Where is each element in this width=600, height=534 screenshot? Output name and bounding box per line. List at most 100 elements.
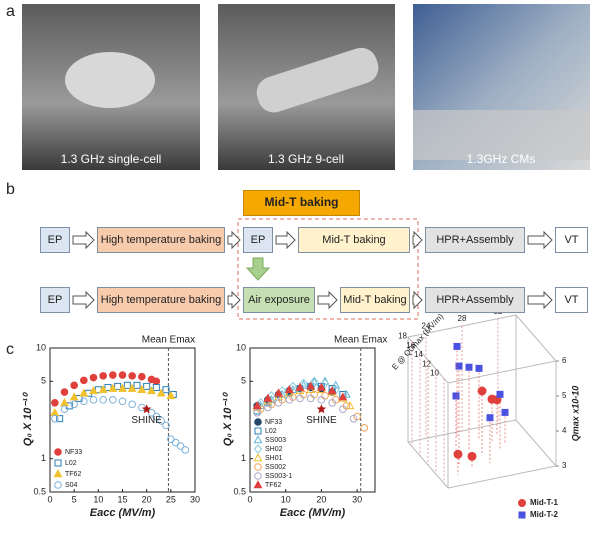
marker [181,446,190,454]
legend-marker [254,463,262,471]
marker [264,403,272,412]
marker [331,380,341,389]
marker [152,377,161,386]
box-edge [515,314,557,362]
legend-marker [54,481,62,489]
marker [99,372,107,380]
marker [285,396,294,404]
marker [156,388,166,397]
x-tick-label: 24 [422,321,431,330]
point [452,392,460,400]
marker [147,408,156,417]
marker [299,378,308,389]
z-tick-label: 3 [562,461,567,470]
flow-step: HPR+Assembly [425,227,525,253]
marker [267,391,276,401]
marker [143,382,151,390]
marker [316,382,326,391]
x-tick-label: 0 [47,494,52,504]
marker [274,388,284,397]
point [486,414,494,422]
flow-step: High temperature baking [97,287,225,313]
point [453,449,463,459]
legend-label: NF33 [65,449,82,456]
marker [328,398,336,407]
flow-arrow [527,290,553,310]
cavity [65,52,155,108]
marker [295,382,305,391]
legend-label: SH01 [265,455,283,462]
legend-label: SS002 [265,464,286,471]
marker [176,442,185,450]
y-axis-label: Q₀ X 10⁻¹⁰ [22,391,34,446]
marker [60,397,69,407]
legend-marker [54,448,62,456]
marker [349,414,358,423]
x-tick-label: 20 [142,494,152,504]
shine-label: SHINE [131,415,162,426]
header-box: Mid-T baking [243,190,360,216]
marker [277,386,287,396]
legend-marker [53,469,63,478]
marker [56,415,64,423]
marker [256,398,265,408]
y-tick-label: 0.5 [233,486,246,496]
flow-step: VT [555,227,588,253]
x-axis-label: Eacc (MV/m) [280,507,346,519]
y-tick-label: 10 [36,342,46,352]
panel-label: a [6,3,15,20]
marker [296,394,304,403]
down-arrow [245,257,271,281]
legend-marker [518,499,526,507]
legend-marker [254,418,262,426]
legend-marker [253,444,263,454]
cavity [256,47,379,113]
x-tick-label: 30 [352,494,362,504]
marker [133,381,141,389]
plot-frame [249,347,376,493]
marker [80,397,88,406]
flow-arrow [227,290,241,310]
y-tick-label: 0.5 [33,486,46,496]
marker [162,386,170,394]
marker [253,408,261,417]
flow-step: Air exposure [243,287,315,313]
flow-step: HPR+Assembly [425,287,525,313]
marker [320,378,330,389]
mean-label: Mean Emax [334,335,387,346]
point [467,451,477,461]
y-tick-label: 14 [414,350,423,359]
flow-step: High temperature baking [97,227,225,253]
box-edge [447,360,557,384]
y-tick-label: 5 [41,376,46,386]
x-tick-label: 10 [281,494,291,504]
y-axis-label: Q₀ X 10⁻¹⁰ [222,391,234,446]
marker [50,407,60,417]
marker [327,386,337,395]
flow-step: EP [243,227,273,253]
flow-arrow [527,230,553,250]
legend-label: TF62 [65,471,81,478]
marker [118,383,127,392]
marker [166,390,176,400]
marker [109,396,117,404]
z-tick-label: 4 [562,426,567,435]
marker [306,381,316,390]
y-tick-label: 1 [41,453,46,463]
marker [108,383,118,392]
shine-marker [141,404,152,414]
point [465,363,473,371]
marker [128,372,136,380]
legend-label: Mid-T-2 [530,510,559,519]
marker [60,405,69,413]
flow-arrow [275,230,296,250]
marker [152,383,160,391]
marker [138,372,146,381]
y-tick-label: 12 [422,359,431,368]
box-edge [515,419,557,467]
z-tick-label: 5 [562,391,567,400]
marker [114,382,122,390]
marker [345,401,355,410]
